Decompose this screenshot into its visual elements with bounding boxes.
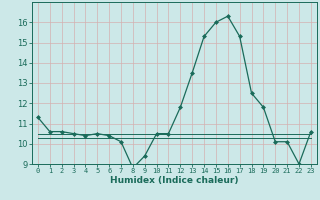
X-axis label: Humidex (Indice chaleur): Humidex (Indice chaleur) xyxy=(110,176,239,185)
